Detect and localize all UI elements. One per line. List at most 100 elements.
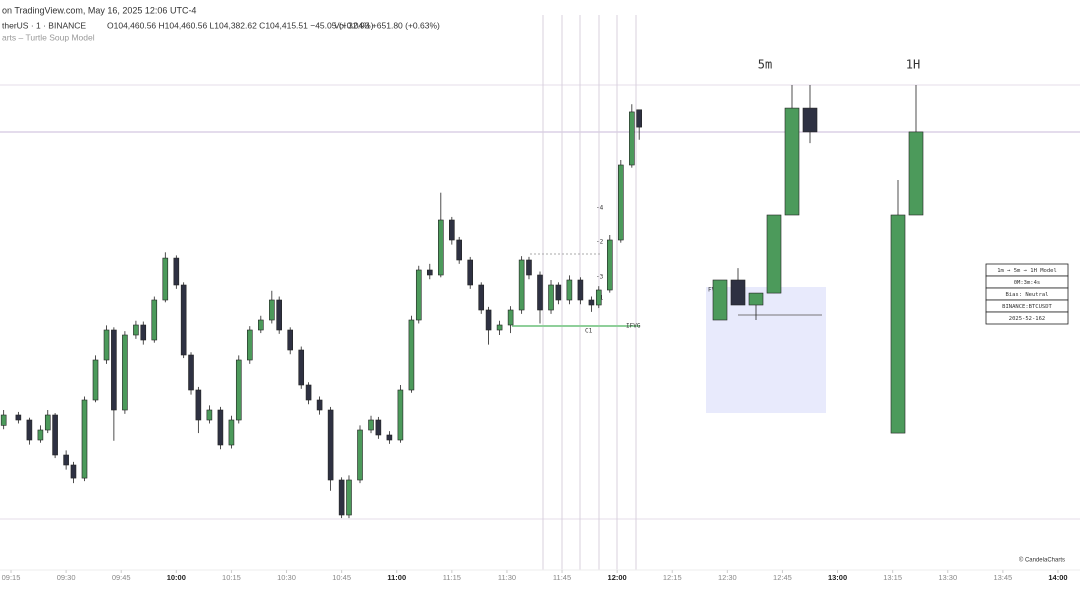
candle-body (70, 464, 77, 479)
candle-body (507, 309, 514, 326)
candle-body (235, 359, 242, 421)
table-text: BINANCE:BTCUSDT (1002, 304, 1052, 310)
candle-body (180, 284, 187, 356)
x-tick-label: 11:45 (553, 573, 571, 582)
table-text: 2025-52-162 (1009, 316, 1045, 322)
candle-body (426, 269, 433, 276)
candle-body (518, 259, 525, 311)
candle-body (206, 409, 213, 421)
candle-body (467, 259, 474, 286)
candle-body (555, 284, 562, 301)
candle-body (438, 219, 444, 276)
x-tick-label: 14:00 (1048, 573, 1067, 582)
candle-body (140, 324, 147, 341)
candle-body (151, 299, 158, 341)
candle-body (357, 429, 363, 481)
x-tick-label: 13:45 (993, 573, 1012, 582)
candle-body (890, 214, 906, 434)
candle-body (566, 279, 573, 301)
table-text: Bias: Neutral (1005, 292, 1048, 298)
candle-body (258, 319, 264, 331)
candle-body (456, 239, 462, 261)
candle-body (298, 349, 305, 386)
annotation: IFVG (626, 323, 641, 330)
candle-body (368, 419, 374, 431)
annotation: -4 (596, 205, 604, 212)
footer: © CandelaCharts (1019, 557, 1065, 564)
candle-body (188, 354, 194, 391)
x-tick-label: 09:15 (2, 573, 21, 582)
candle-body (44, 414, 51, 431)
candle-body (111, 329, 117, 411)
candle-body (103, 329, 110, 361)
x-tick-label: 11:30 (498, 573, 516, 582)
annotation: C1 (585, 328, 593, 335)
candle-body (618, 164, 624, 241)
annotation: -3 (596, 274, 604, 281)
candle-body (784, 107, 800, 216)
x-tick-label: 13:15 (883, 573, 902, 582)
candle-body (346, 479, 352, 516)
candle-body (276, 299, 282, 331)
x-tick-label: 10:45 (332, 573, 351, 582)
candle-body (802, 107, 818, 133)
candle-body (595, 289, 602, 306)
candle-body (246, 329, 253, 361)
candle-body (397, 389, 404, 441)
candle-body (577, 279, 584, 301)
candle-body (588, 299, 595, 306)
x-tick-label: 12:15 (663, 573, 682, 582)
x-tick-label: 13:30 (938, 573, 957, 582)
candle-body (133, 324, 139, 336)
candle-body (537, 274, 543, 311)
candle-body (636, 109, 642, 128)
candle-body (316, 399, 323, 411)
candle-body (37, 429, 44, 441)
candle-body (526, 259, 532, 276)
header-indicator: arts – Turtle Soup Model (2, 32, 95, 42)
candle-body (375, 419, 382, 436)
table-text: 0M:3m:4s (1014, 280, 1041, 286)
header-source: on TradingView.com, May 16, 2025 12:06 U… (2, 5, 196, 15)
candle-body (0, 414, 7, 426)
candle-body (478, 284, 485, 311)
candle-body (496, 324, 503, 331)
x-tick-label: 13:00 (828, 573, 847, 582)
candle-body (228, 419, 235, 446)
candle-body (217, 409, 224, 446)
header-symbol: therUS · 1 · BINANCE (2, 20, 86, 30)
candle-body (122, 334, 128, 411)
candle-body (730, 279, 746, 306)
candle-body (287, 329, 294, 351)
candle-body (92, 359, 99, 401)
candle-body (415, 269, 422, 321)
candle-body (548, 284, 554, 311)
x-tick-label: 10:15 (222, 573, 241, 582)
header-vol: Vol 32.93 +651.80 (+0.63%) (334, 20, 440, 30)
candle-body (269, 299, 275, 321)
candle-body (81, 399, 88, 479)
x-tick-label: 12:30 (718, 573, 737, 582)
candle-body (748, 292, 764, 306)
header-ohlc: O104,460.56 H104,460.56 L104,382.62 C104… (107, 20, 374, 30)
x-tick-label: 11:00 (387, 573, 406, 582)
htf-label: 1H (906, 58, 920, 72)
candle-body (15, 414, 22, 421)
x-tick-label: 10:30 (277, 573, 296, 582)
candle-body (408, 319, 415, 391)
annotation: -2 (596, 239, 604, 246)
x-tick-label: 12:45 (773, 573, 792, 582)
candle-body (195, 389, 202, 421)
candle-body (162, 257, 169, 301)
candle-body (386, 434, 393, 441)
htf-label: 5m (758, 58, 772, 72)
candle-body (52, 414, 58, 456)
x-tick-label: 10:00 (167, 573, 186, 582)
candle-body (766, 214, 782, 294)
candle-body (485, 309, 492, 331)
candle-body (449, 219, 455, 241)
table-text: 1m → 5m → 1H Model (997, 268, 1057, 274)
candle-body (173, 257, 180, 286)
candle-body (26, 419, 33, 441)
